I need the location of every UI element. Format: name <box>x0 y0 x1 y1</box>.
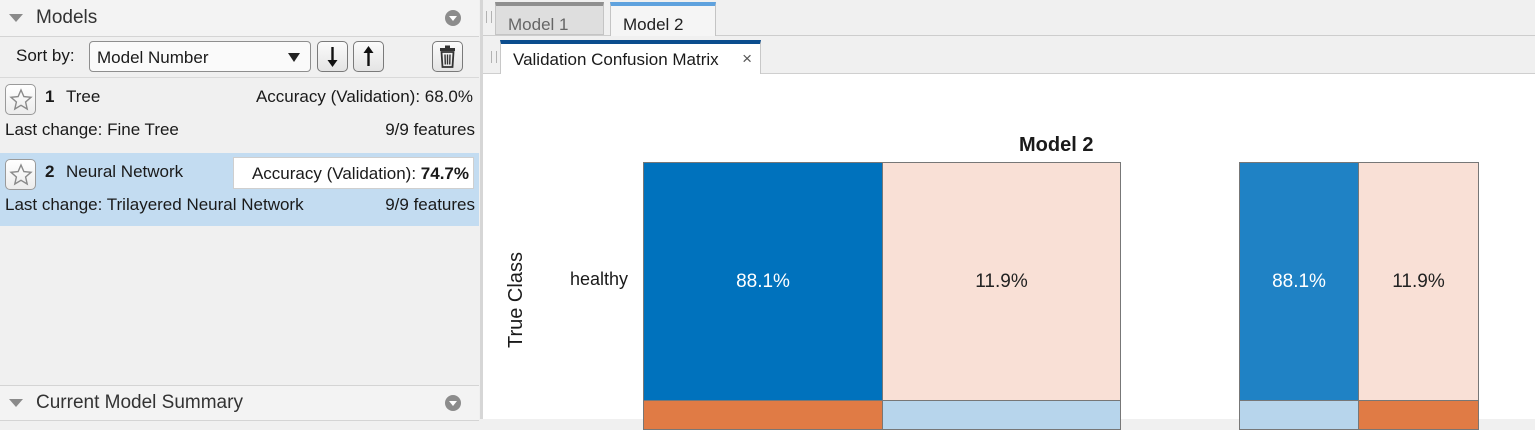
collapse-triangle-icon[interactable] <box>9 399 23 407</box>
tab-model-1[interactable]: Model 1 <box>495 2 604 35</box>
row-label: healthy <box>570 269 628 290</box>
model-list-item-2[interactable]: 2 Neural Network Accuracy (Validation): … <box>0 153 479 226</box>
feature-count: 9/9 features <box>385 195 475 215</box>
model-name: Neural Network <box>66 162 183 182</box>
favorite-button[interactable] <box>5 159 36 190</box>
accuracy-value: 74.7% <box>421 164 469 183</box>
summary-cell-tpr: 88.1% <box>1239 162 1359 401</box>
tab-model-2[interactable]: Model 2 <box>610 2 716 37</box>
plot-tab-strip: Validation Confusion Matrix × <box>483 36 1535 74</box>
summary-cell-fnr: 11.9% <box>1358 162 1479 401</box>
model-tab-strip: Model 1 Model 2 <box>483 0 1535 36</box>
confusion-matrix-plot: Model 2 healthy True Class 88.1% 11.9% 8… <box>483 74 1535 419</box>
sort-toolbar: Sort by: Model Number <box>0 37 479 78</box>
sort-dropdown[interactable]: Model Number <box>89 41 311 72</box>
matrix-cell-lower-right <box>882 400 1121 430</box>
model-list-item-1[interactable]: 1 Tree Accuracy (Validation): 68.0% Last… <box>0 78 479 151</box>
accuracy-label: Accuracy (Validation): <box>256 87 420 106</box>
star-icon <box>9 88 33 112</box>
tab-validation-confusion-matrix[interactable]: Validation Confusion Matrix × <box>500 40 761 74</box>
tab-label: Validation Confusion Matrix <box>513 50 719 70</box>
document-area: Model 1 Model 2 Validation Confusion Mat… <box>483 0 1535 419</box>
model-summary-title: Current Model Summary <box>36 392 243 414</box>
drag-grip-icon[interactable] <box>486 11 492 23</box>
panel-menu-icon[interactable] <box>445 395 461 411</box>
drag-grip-icon[interactable] <box>491 51 497 63</box>
model-accuracy: Accuracy (Validation): 74.7% <box>233 157 474 189</box>
models-panel-title: Models <box>36 7 97 29</box>
sort-ascending-button[interactable] <box>353 41 384 72</box>
chevron-down-icon <box>288 53 300 62</box>
tab-label: Model 1 <box>508 15 568 35</box>
trash-icon <box>433 42 462 71</box>
accuracy-value: 68.0% <box>425 87 473 106</box>
tab-label: Model 2 <box>623 15 683 35</box>
sort-dropdown-value: Model Number <box>97 48 209 68</box>
matrix-cell-lower-left <box>643 400 883 430</box>
model-number: 1 <box>45 87 54 107</box>
sort-descending-icon <box>318 42 347 71</box>
close-icon[interactable]: × <box>742 49 752 69</box>
matrix-cell-false-negative: 11.9% <box>882 162 1121 401</box>
models-panel: Models Sort by: Model Number <box>0 0 480 419</box>
panel-menu-icon[interactable] <box>445 10 461 26</box>
model-summary-header[interactable]: Current Model Summary <box>0 385 479 421</box>
sort-descending-button[interactable] <box>317 41 348 72</box>
feature-count: 9/9 features <box>385 120 475 140</box>
last-change: Last change: Fine Tree <box>5 120 179 140</box>
model-name: Tree <box>66 87 100 107</box>
summary-cell-lower-left <box>1239 400 1359 430</box>
accuracy-label: Accuracy (Validation): <box>252 164 416 183</box>
collapse-triangle-icon[interactable] <box>9 14 23 22</box>
matrix-cell-true-positive: 88.1% <box>643 162 883 401</box>
plot-title: Model 2 <box>1019 134 1093 157</box>
favorite-button[interactable] <box>5 84 36 115</box>
y-axis-label: True Class <box>505 252 528 348</box>
model-accuracy: Accuracy (Validation): 68.0% <box>256 87 473 107</box>
last-change: Last change: Trilayered Neural Network <box>5 195 304 215</box>
model-number: 2 <box>45 162 54 182</box>
models-panel-header[interactable]: Models <box>0 0 479 37</box>
sort-label: Sort by: <box>16 46 75 66</box>
star-icon <box>9 163 33 187</box>
delete-model-button[interactable] <box>432 41 463 72</box>
summary-cell-lower-right <box>1358 400 1479 430</box>
sort-ascending-icon <box>354 42 383 71</box>
